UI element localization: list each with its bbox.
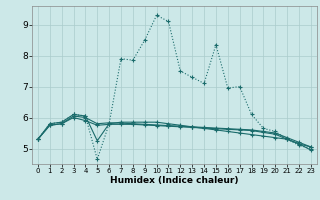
- X-axis label: Humidex (Indice chaleur): Humidex (Indice chaleur): [110, 176, 239, 185]
